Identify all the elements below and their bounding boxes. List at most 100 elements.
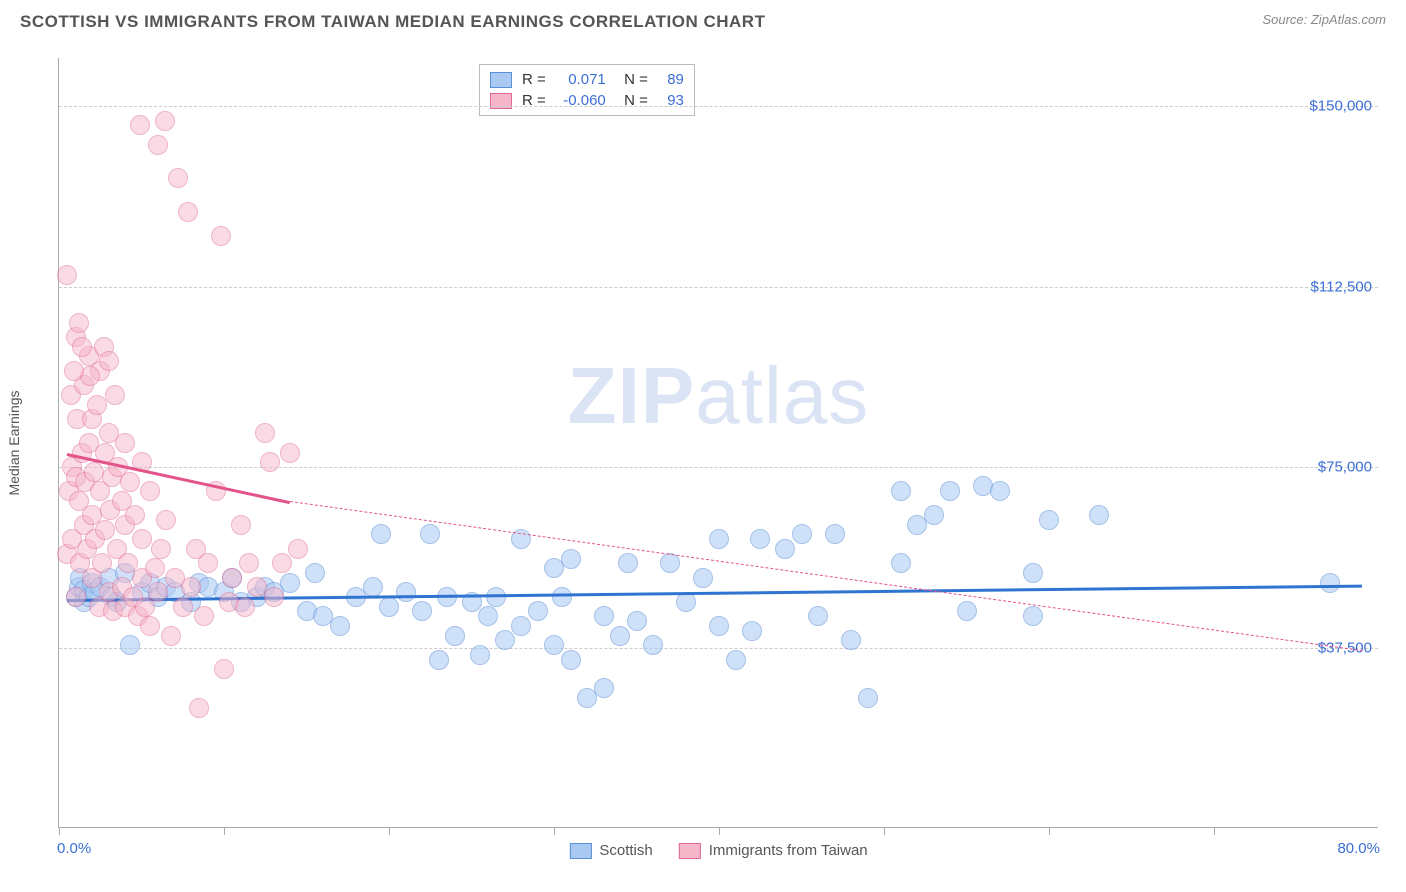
legend-item-scottish: Scottish xyxy=(569,842,652,859)
data-point xyxy=(148,135,168,155)
data-point xyxy=(305,563,325,583)
legend-item-taiwan: Immigrants from Taiwan xyxy=(679,842,868,859)
data-point xyxy=(808,606,828,626)
chart-container: Median Earnings ZIPatlas R =0.071 N =89R… xyxy=(40,48,1390,838)
data-point xyxy=(239,553,259,573)
data-point xyxy=(841,630,861,650)
data-point xyxy=(627,611,647,631)
x-tick xyxy=(224,827,225,835)
legend: Scottish Immigrants from Taiwan xyxy=(569,842,867,859)
data-point xyxy=(495,630,515,650)
data-point xyxy=(396,582,416,602)
y-tick-label: $150,000 xyxy=(1309,98,1372,115)
data-point xyxy=(198,553,218,573)
legend-swatch-scottish xyxy=(569,843,591,859)
data-point xyxy=(643,635,663,655)
data-point xyxy=(676,592,696,612)
data-point xyxy=(168,168,188,188)
x-tick xyxy=(1214,827,1215,835)
data-point xyxy=(445,626,465,646)
data-point xyxy=(470,645,490,665)
data-point xyxy=(214,659,234,679)
data-point xyxy=(544,635,564,655)
y-tick-label: $112,500 xyxy=(1311,278,1372,295)
data-point xyxy=(222,568,242,588)
data-point xyxy=(594,606,614,626)
data-point xyxy=(125,505,145,525)
data-point xyxy=(1039,510,1059,530)
data-point xyxy=(330,616,350,636)
data-point xyxy=(120,472,140,492)
data-point xyxy=(173,597,193,617)
data-point xyxy=(189,698,209,718)
data-point xyxy=(231,515,251,535)
data-point xyxy=(235,597,255,617)
data-point xyxy=(412,601,432,621)
data-point xyxy=(145,558,165,578)
data-point xyxy=(280,573,300,593)
gridline xyxy=(59,648,1378,649)
data-point xyxy=(260,452,280,472)
data-point xyxy=(990,481,1010,501)
stat-r-value: 0.071 xyxy=(556,71,606,88)
data-point xyxy=(255,423,275,443)
data-point xyxy=(66,587,86,607)
data-point xyxy=(618,553,638,573)
data-point xyxy=(742,621,762,641)
gridline xyxy=(59,106,1378,107)
data-point xyxy=(420,524,440,544)
data-point xyxy=(140,481,160,501)
data-point xyxy=(371,524,391,544)
legend-label-scottish: Scottish xyxy=(599,842,652,859)
watermark-atlas: atlas xyxy=(695,351,869,440)
data-point xyxy=(379,597,399,617)
data-point xyxy=(709,616,729,636)
x-tick xyxy=(389,827,390,835)
x-tick xyxy=(59,827,60,835)
data-point xyxy=(181,577,201,597)
data-point xyxy=(1089,505,1109,525)
data-point xyxy=(1023,606,1043,626)
data-point xyxy=(891,481,911,501)
data-point xyxy=(594,678,614,698)
stats-row: R =0.071 N =89 xyxy=(490,69,684,90)
data-point xyxy=(610,626,630,646)
data-point xyxy=(486,587,506,607)
stat-n-value: 89 xyxy=(658,71,684,88)
data-point xyxy=(120,635,140,655)
data-point xyxy=(552,587,572,607)
legend-swatch-taiwan xyxy=(679,843,701,859)
stats-swatch xyxy=(490,72,512,88)
data-point xyxy=(57,265,77,285)
data-point xyxy=(178,202,198,222)
data-point xyxy=(155,111,175,131)
data-point xyxy=(561,549,581,569)
x-axis-min-label: 0.0% xyxy=(57,840,91,857)
y-axis-label: Median Earnings xyxy=(6,390,22,495)
x-tick xyxy=(719,827,720,835)
data-point xyxy=(709,529,729,549)
data-point xyxy=(87,395,107,415)
x-tick xyxy=(1049,827,1050,835)
data-point xyxy=(726,650,746,670)
data-point xyxy=(511,616,531,636)
data-point xyxy=(148,582,168,602)
plot-area: ZIPatlas R =0.071 N =89R =-0.060 N =93 0… xyxy=(58,58,1378,828)
data-point xyxy=(478,606,498,626)
stats-row: R =-0.060 N =93 xyxy=(490,90,684,111)
stat-r-label: R = xyxy=(522,71,546,88)
data-point xyxy=(957,601,977,621)
data-point xyxy=(528,601,548,621)
source-attribution: Source: ZipAtlas.com xyxy=(1262,12,1386,27)
data-point xyxy=(792,524,812,544)
chart-title: SCOTTISH VS IMMIGRANTS FROM TAIWAN MEDIA… xyxy=(20,12,765,32)
data-point xyxy=(72,337,92,357)
data-point xyxy=(132,529,152,549)
data-point xyxy=(858,688,878,708)
data-point xyxy=(272,553,292,573)
data-point xyxy=(924,505,944,525)
data-point xyxy=(363,577,383,597)
data-point xyxy=(92,553,112,573)
watermark: ZIPatlas xyxy=(568,350,869,442)
data-point xyxy=(194,606,214,626)
